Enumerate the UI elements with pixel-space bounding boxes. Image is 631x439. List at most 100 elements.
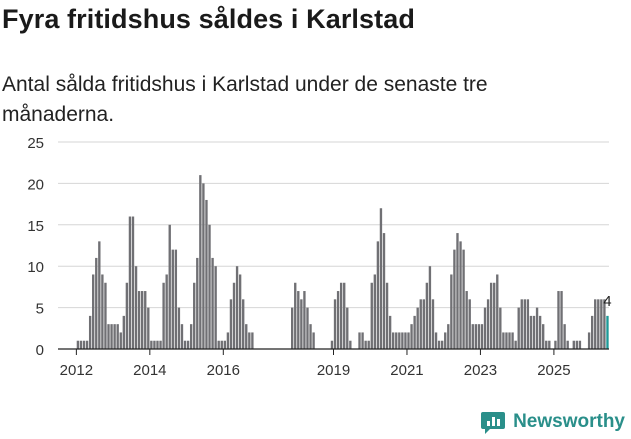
bar — [425, 282, 429, 349]
bar — [535, 307, 539, 349]
bar — [162, 282, 165, 349]
brand-name: Newsworthy — [513, 411, 625, 432]
bar — [447, 324, 450, 349]
bar — [119, 332, 122, 349]
bar — [370, 282, 373, 349]
bar — [309, 324, 312, 349]
bar — [600, 299, 603, 349]
bar — [245, 324, 248, 349]
bar — [223, 340, 227, 349]
latest-value-label: 4 — [603, 293, 611, 310]
bar — [514, 340, 517, 349]
bar — [116, 324, 119, 349]
x-tick-label: 2025 — [537, 362, 570, 379]
bar — [483, 307, 487, 349]
bar — [373, 274, 377, 349]
bar — [134, 266, 138, 349]
bar — [364, 340, 367, 349]
bar — [419, 299, 422, 349]
y-tick-label: 5 — [36, 301, 44, 318]
bar — [159, 340, 162, 349]
bar — [150, 340, 153, 349]
bar — [88, 315, 92, 349]
bar — [202, 183, 205, 349]
bar — [502, 332, 505, 349]
bar — [450, 274, 453, 349]
bar — [361, 332, 364, 349]
bar — [248, 332, 251, 349]
bar — [496, 274, 499, 349]
bar — [76, 340, 80, 349]
bar — [125, 282, 129, 349]
bar — [587, 332, 591, 349]
bar — [95, 257, 98, 349]
bar — [226, 332, 230, 349]
bar — [367, 340, 370, 349]
bar — [251, 332, 254, 349]
bar — [358, 332, 361, 349]
bar — [572, 340, 575, 349]
bar — [388, 315, 392, 349]
bar — [382, 233, 386, 349]
y-tick-label: 25 — [27, 135, 44, 152]
bar — [122, 315, 125, 349]
bar — [346, 307, 349, 349]
bar — [339, 282, 343, 349]
bar — [107, 324, 110, 349]
bar — [235, 266, 239, 349]
bar — [444, 332, 447, 349]
bar — [128, 216, 132, 349]
bar-latest — [606, 315, 609, 349]
bar — [379, 208, 383, 349]
bar — [554, 340, 557, 349]
bar — [477, 324, 481, 349]
bar — [480, 324, 484, 349]
bar — [508, 332, 511, 349]
x-tick-label: 2019 — [317, 362, 350, 379]
bar — [330, 340, 334, 349]
bar — [144, 291, 147, 349]
bar — [214, 266, 217, 349]
bar — [416, 307, 419, 349]
bar — [440, 340, 444, 349]
bar — [566, 340, 569, 349]
bar — [349, 340, 352, 349]
bar — [232, 282, 236, 349]
bar — [545, 340, 548, 349]
bar — [101, 274, 104, 349]
chart-title: Fyra fritidshus såldes i Karlstad — [2, 4, 415, 34]
bar — [526, 299, 530, 349]
bar — [153, 340, 156, 349]
bar — [413, 315, 416, 349]
bar — [113, 324, 116, 349]
bar — [557, 291, 560, 349]
bar — [193, 282, 196, 349]
bar — [434, 332, 438, 349]
bar — [603, 299, 606, 349]
y-tick-label: 10 — [27, 259, 44, 276]
bar — [523, 299, 526, 349]
bar — [171, 249, 174, 349]
chart-subtitle: Antal sålda fritidshus i Karlstad under … — [2, 73, 488, 126]
bar — [459, 241, 462, 349]
bar — [517, 307, 520, 349]
bar — [174, 249, 178, 349]
x-tick-label: 2021 — [390, 362, 423, 379]
bar — [98, 241, 101, 349]
bar — [437, 340, 441, 349]
bar — [186, 340, 190, 349]
bar — [532, 315, 536, 349]
bar — [180, 324, 184, 349]
bar — [385, 282, 389, 349]
bar — [165, 274, 168, 349]
bar — [395, 332, 398, 349]
bar — [92, 274, 95, 349]
newsworthy-logo-icon — [481, 412, 506, 434]
bar — [199, 175, 202, 349]
bar — [431, 299, 435, 349]
y-tick-label: 0 — [36, 342, 44, 359]
bar — [79, 340, 83, 349]
bar — [468, 299, 471, 349]
bar — [290, 307, 294, 349]
